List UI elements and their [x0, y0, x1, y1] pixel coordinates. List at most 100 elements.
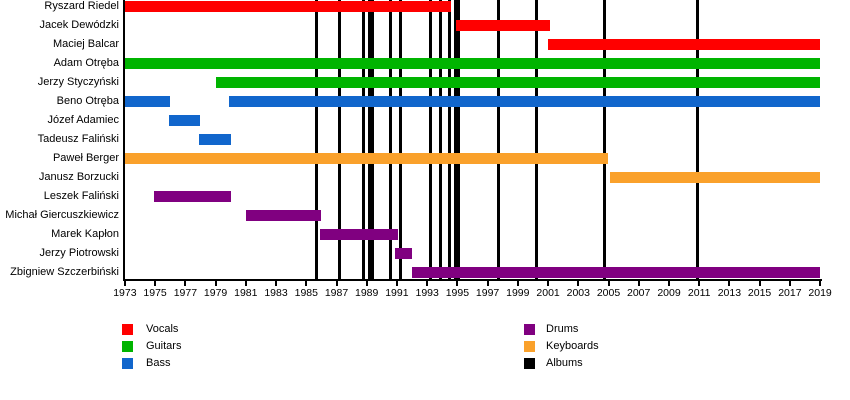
member-tenure-bar	[455, 19, 550, 31]
member-tenure-bar	[245, 209, 322, 221]
axis-tick-label: 1977	[173, 287, 198, 299]
axis-tick	[668, 281, 670, 286]
x-axis-line	[123, 279, 822, 281]
drums-legend-swatch	[523, 324, 535, 335]
album-marker-line	[398, 0, 402, 279]
axis-tick-label: 1981	[234, 287, 258, 299]
member-name-label: Beno Otręba	[56, 95, 119, 108]
album-marker-line	[439, 0, 443, 279]
member-tenure-bar	[168, 114, 201, 126]
axis-tick	[244, 281, 247, 286]
axis-tick	[607, 281, 610, 286]
axis-tick-label: 2019	[808, 287, 832, 299]
album-marker-line	[602, 0, 606, 279]
axis-tick-label: 1995	[445, 287, 470, 299]
axis-tick	[819, 281, 822, 286]
plot-area: Ryszard Riedel Jacek Dewódzki Maciej Balca…	[5, 0, 832, 299]
member-tenure-bar	[319, 228, 399, 240]
album-marker-line	[454, 0, 458, 279]
legend-label: Albums	[546, 357, 583, 370]
member-tenure-bar	[124, 0, 452, 12]
bass-legend-swatch	[122, 358, 133, 370]
axis-tick-label: 2005	[596, 287, 621, 299]
axis-tick-label: 1993	[415, 287, 439, 299]
axis-tick	[486, 281, 489, 286]
axis-tick-label: 2001	[536, 287, 560, 299]
axis-tick	[698, 281, 701, 286]
axis-tick-label: 1997	[475, 287, 500, 299]
member-tenure-bar	[124, 95, 171, 107]
axis-tick	[788, 281, 791, 286]
album-marker-line	[428, 0, 432, 279]
axis-tick-label: 2013	[717, 287, 742, 299]
axis-tick-label: 1991	[385, 287, 409, 299]
legend-label: Bass	[146, 357, 171, 370]
axis-tick-label: 2009	[657, 287, 681, 299]
guitars-legend-swatch	[122, 341, 133, 353]
album-marker-line	[315, 0, 319, 279]
axis-tick-label: 2007	[627, 287, 651, 299]
member-tenure-bar	[124, 152, 609, 164]
axis-tick-label: 1975	[143, 287, 167, 299]
member-name-label: Zbigniew Szczerbiński	[10, 266, 119, 278]
axis-tick-label: 2011	[687, 287, 711, 299]
axis-tick	[456, 281, 459, 286]
album-marker-line	[371, 0, 375, 279]
album-marker-line	[457, 0, 461, 279]
axis-tick-label: 2003	[566, 287, 590, 299]
keyboards-legend-swatch	[523, 341, 535, 353]
member-tenure-bar	[412, 266, 821, 278]
member-tenure-bar	[153, 190, 231, 202]
axis-tick-label: 1979	[203, 287, 228, 299]
axis-tick	[395, 281, 398, 286]
axis-tick-label: 1999	[506, 287, 530, 299]
member-name-label: Leszek Faliński	[43, 190, 119, 203]
axis-tick-label: 1985	[294, 287, 318, 299]
axis-tick	[426, 281, 429, 286]
member-name-label: Adam Otręba	[53, 57, 119, 70]
member-tenure-bar	[610, 171, 821, 183]
axis-tick	[184, 281, 187, 286]
legend-label: Drums	[546, 323, 579, 335]
member-name-label: Tadeusz Faliński	[37, 133, 119, 146]
member-name-label: Jerzy Piotrowski	[39, 247, 119, 259]
axis-tick-label: 2015	[747, 287, 772, 299]
axis-tick-label: 2017	[778, 287, 802, 299]
axis-tick	[516, 281, 519, 286]
member-name-label: Jerzy Styczyński	[37, 76, 119, 89]
axis-tick	[728, 281, 731, 286]
album-marker-line	[368, 0, 372, 279]
album-marker-line	[362, 0, 366, 279]
legend-label: Guitars	[146, 340, 182, 353]
member-name-label: Maciej Balcar	[52, 38, 119, 51]
album-marker-line	[534, 0, 538, 279]
member-name-label: Ryszard Riedel	[44, 0, 119, 13]
legend-label: Keyboards	[546, 340, 599, 353]
axis-tick	[123, 281, 126, 286]
album-marker-line	[448, 0, 452, 279]
member-tenure-bar	[199, 133, 231, 145]
axis-tick	[577, 281, 580, 286]
legend-label: Vocals	[146, 323, 179, 335]
member-tenure-bar	[124, 57, 821, 69]
album-marker-line	[338, 0, 341, 279]
axis-tick-label: 1987	[324, 287, 349, 299]
axis-tick	[637, 281, 640, 286]
album-marker-line	[496, 0, 500, 279]
axis-tick	[365, 281, 368, 286]
axis-tick-label: 1989	[355, 287, 379, 299]
member-name-label: Paweł Berger	[52, 152, 119, 165]
member-tenure-bar	[229, 95, 821, 107]
member-name-label: Michał Giercuszkiewicz	[5, 209, 119, 222]
y-axis-line	[123, 0, 125, 281]
member-name-label: Janusz Borzucki	[38, 171, 119, 184]
member-name-label: Józef Adamiec	[47, 114, 119, 127]
axis-tick	[275, 281, 277, 286]
axis-tick	[154, 281, 157, 286]
member-tenure-bar	[548, 38, 821, 50]
album-marker-line	[389, 0, 393, 279]
vocals-legend-swatch	[122, 324, 133, 335]
axis-tick	[758, 281, 761, 286]
axis-tick	[305, 281, 308, 286]
